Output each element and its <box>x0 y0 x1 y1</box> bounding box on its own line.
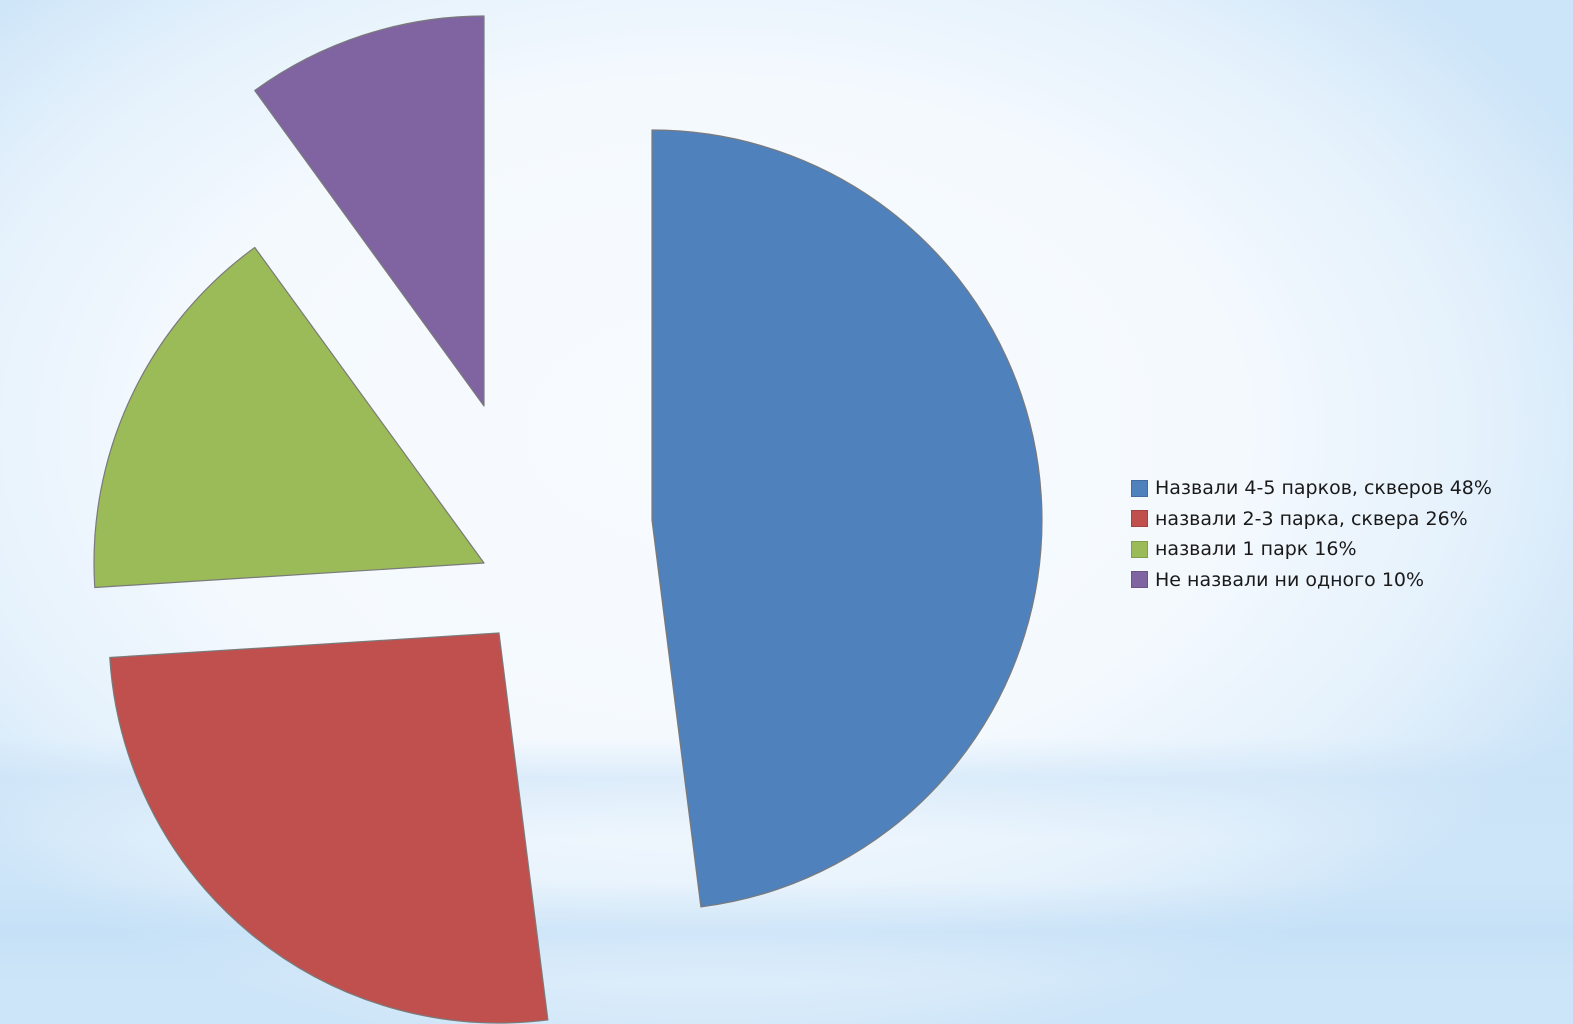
pie-slice-1 <box>651 129 1043 908</box>
legend-item-2-3-parks: назвали 2-3 парка, сквера 26% <box>1131 504 1492 535</box>
pie-slice-3 <box>93 246 485 589</box>
legend-label: Назвали 4-5 парков, скверов 48% <box>1155 477 1492 499</box>
legend-label: назвали 2-3 парка, сквера 26% <box>1155 507 1468 530</box>
legend-item-none: Не назвали ни одного 10% <box>1131 565 1492 596</box>
pie-slice-2 <box>109 632 549 1024</box>
legend-label: Не назвали ни одного 10% <box>1155 568 1425 591</box>
legend-swatch-blue <box>1131 479 1148 497</box>
legend-label: назвали 1 парк 16% <box>1155 538 1357 560</box>
legend-swatch-green <box>1131 540 1148 558</box>
legend-item-1-park: назвали 1 парк 16% <box>1131 534 1492 565</box>
legend-swatch-red <box>1131 510 1148 528</box>
legend-item-4-5-parks: Назвали 4-5 парков, скверов 48% <box>1131 473 1492 504</box>
legend-swatch-purple <box>1131 571 1148 589</box>
pie-slice-4 <box>254 15 485 407</box>
chart-legend: Назвали 4-5 парков, скверов 48% назвали … <box>1131 473 1492 595</box>
